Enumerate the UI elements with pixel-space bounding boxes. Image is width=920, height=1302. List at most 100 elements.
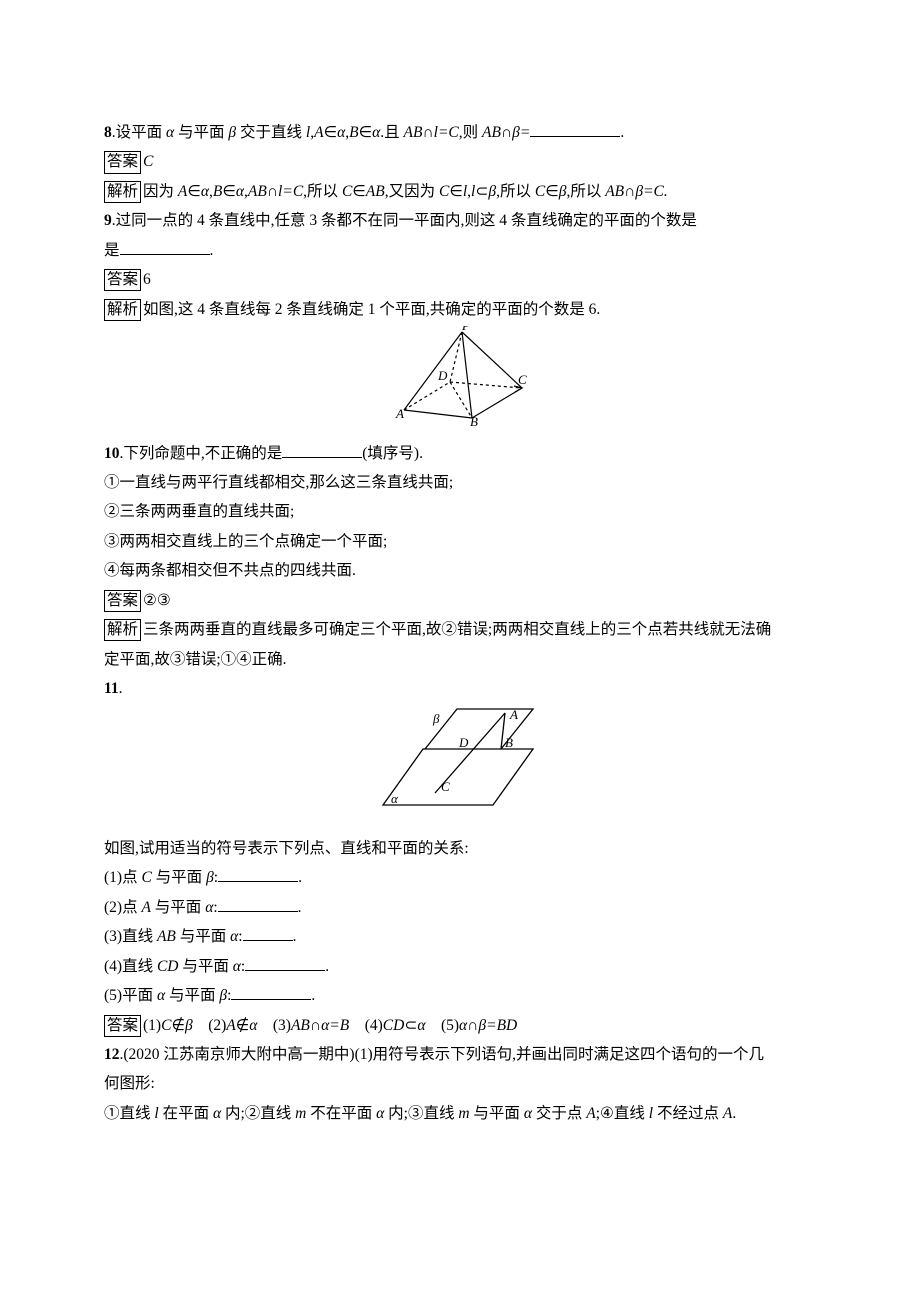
- b: [243, 940, 293, 941]
- t: ∉: [236, 1017, 250, 1034]
- q9-stem-line2: 是.: [104, 236, 816, 265]
- t: (4)直线: [104, 958, 157, 975]
- g: [349, 1017, 365, 1034]
- q12-stem-l1: 12.(2020 江苏南京师大附中高一期中)(1)用符号表示下列语句,并画出同时…: [104, 1040, 816, 1069]
- g: [425, 1017, 441, 1034]
- t: β: [488, 183, 496, 200]
- t: 不在平面: [306, 1105, 376, 1122]
- t: ∈: [359, 124, 373, 141]
- t: .: [293, 928, 297, 945]
- t: AB: [605, 183, 624, 200]
- t: 与平面: [151, 899, 205, 916]
- label-D: D: [437, 368, 448, 383]
- answer-label: 答案: [104, 1015, 141, 1037]
- t: AB: [248, 183, 267, 200]
- t: α: [157, 987, 165, 1004]
- t: B: [213, 183, 222, 200]
- q11-p1: (1)点 C 与平面 β:.: [104, 863, 816, 892]
- q11-p3: (3)直线 AB 与平面 α:.: [104, 922, 816, 951]
- t: 与平面: [174, 124, 228, 141]
- q10-answer: 答案②③: [104, 586, 816, 615]
- q9-stem: 9.过同一点的 4 条直线中,任意 3 条都不在同一平面内,则这 4 条直线确定…: [104, 206, 816, 235]
- q10-explain-l2: 定平面,故③错误;①④正确.: [104, 645, 816, 674]
- t: ∩: [624, 183, 635, 200]
- q10-opt4: ④每两条都相交但不共点的四线共面.: [104, 556, 816, 585]
- q10-answer-value: ②③: [143, 592, 171, 609]
- t: ∩: [267, 183, 278, 200]
- t: ,所以: [496, 183, 535, 200]
- q11-number: 11: [104, 680, 119, 697]
- t: AB: [482, 124, 501, 141]
- t: ⊂: [404, 1017, 417, 1034]
- t: 与平面: [179, 958, 233, 975]
- t: C: [342, 183, 352, 200]
- t: A: [314, 124, 323, 141]
- t: ,所以: [566, 183, 605, 200]
- q10-stem: 10.下列命题中,不正确的是(填序号).: [104, 439, 816, 468]
- label-beta: β: [432, 711, 440, 726]
- label-D: D: [458, 735, 469, 750]
- t: α: [213, 1105, 221, 1122]
- t: β: [478, 1017, 486, 1034]
- t: α: [372, 124, 380, 141]
- t: AB: [291, 1017, 310, 1034]
- q9-explain-text: 如图,这 4 条直线每 2 条直线确定 1 个平面,共确定的平面的个数是 6.: [143, 301, 600, 318]
- t: β: [228, 124, 236, 141]
- t: ∈: [324, 124, 338, 141]
- label-C: C: [518, 372, 527, 387]
- t: m: [458, 1105, 469, 1122]
- t: .: [119, 680, 123, 697]
- t: .下列命题中,不正确的是: [120, 445, 283, 462]
- explain-label: 解析: [104, 181, 141, 203]
- explain-label: 解析: [104, 299, 141, 321]
- q10-explain-l1: 解析三条两两垂直的直线最多可确定三个平面,故②错误;两两相交直线上的三个点若共线…: [104, 615, 816, 644]
- t: ∩: [467, 1017, 478, 1034]
- t: ∈: [352, 183, 366, 200]
- q10-opt2: ②三条两两垂直的直线共面;: [104, 497, 816, 526]
- q11-figure: A B C D α β: [104, 705, 816, 831]
- t: β: [206, 869, 214, 886]
- q9-answer: 答案6: [104, 265, 816, 294]
- t: α: [233, 958, 241, 975]
- t: :: [227, 987, 231, 1004]
- t: .: [311, 987, 315, 1004]
- q8-number: 8: [104, 124, 112, 141]
- t: :: [238, 928, 242, 945]
- explain-label: 解析: [104, 619, 141, 641]
- b: [218, 881, 298, 882]
- t: 交于点: [532, 1105, 586, 1122]
- t: ∈: [222, 183, 236, 200]
- t: CD: [383, 1017, 405, 1034]
- t: =C: [282, 183, 303, 200]
- g: [257, 1017, 273, 1034]
- t: ;④直线: [596, 1105, 649, 1122]
- t: 因为: [143, 183, 178, 200]
- q9-text: .过同一点的 4 条直线中,任意 3 条都不在同一平面内,则这 4 条直线确定的…: [112, 212, 697, 229]
- t: β: [185, 1017, 193, 1034]
- t: AB: [157, 928, 176, 945]
- q8-blank: [530, 136, 620, 137]
- b: [218, 911, 298, 912]
- t: (1)点: [104, 869, 141, 886]
- b: [231, 999, 311, 1000]
- q12-stem-l2: 何图形:: [104, 1069, 816, 1098]
- t: ①直线: [104, 1105, 154, 1122]
- t: (2): [208, 1017, 226, 1034]
- q11-p5: (5)平面 α 与平面 β:.: [104, 981, 816, 1010]
- t: 是: [104, 242, 120, 259]
- t: .: [325, 958, 329, 975]
- t: 不经过点: [653, 1105, 723, 1122]
- label-A: A: [509, 707, 518, 722]
- answer-label: 答案: [104, 151, 141, 173]
- q9-figure: P A B C D: [104, 326, 816, 436]
- t: :: [214, 869, 218, 886]
- t: =C.: [643, 183, 668, 200]
- label-B: B: [505, 735, 513, 750]
- t: B: [349, 124, 358, 141]
- tetrahedron-icon: P A B C D: [390, 326, 530, 426]
- t: β: [219, 987, 227, 1004]
- t: (4): [365, 1017, 383, 1034]
- t: C: [161, 1017, 171, 1034]
- t: ∩: [310, 1017, 321, 1034]
- t: .: [298, 899, 302, 916]
